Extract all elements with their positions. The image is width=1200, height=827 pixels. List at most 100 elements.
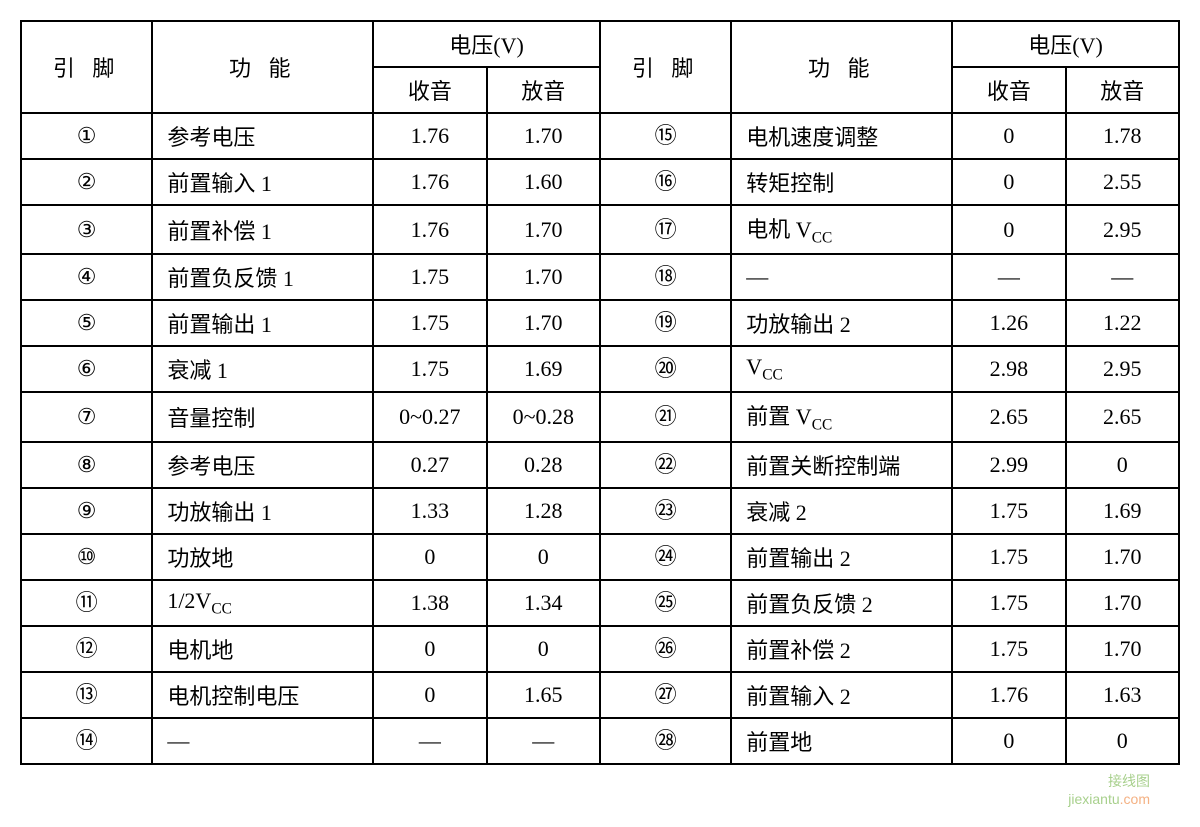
pin-cell: ⑩: [21, 534, 152, 580]
table-row: ③前置补偿 11.761.70⑰电机 VCC02.95: [21, 205, 1179, 254]
play-cell: 1.65: [487, 672, 600, 718]
rx-cell: 1.75: [952, 534, 1065, 580]
header-func-right: 功 能: [731, 21, 952, 113]
pin-cell: ⑥: [21, 346, 152, 392]
pin-cell: ㉑: [600, 392, 731, 441]
rx-cell: 2.98: [952, 346, 1065, 392]
play-cell: 1.34: [487, 580, 600, 626]
func-cell: 参考电压: [152, 442, 373, 488]
rx-cell: 0: [952, 205, 1065, 254]
rx-cell: 1.38: [373, 580, 486, 626]
func-cell: 转矩控制: [731, 159, 952, 205]
func-cell: 参考电压: [152, 113, 373, 159]
play-cell: 2.95: [1066, 346, 1179, 392]
func-cell: 前置输出 2: [731, 534, 952, 580]
table-row: ②前置输入 11.761.60⑯转矩控制02.55: [21, 159, 1179, 205]
play-cell: 1.70: [487, 205, 600, 254]
rx-cell: 1.75: [373, 300, 486, 346]
rx-cell: 1.75: [373, 254, 486, 300]
header-play-right: 放音: [1066, 67, 1179, 113]
pin-cell: ㉔: [600, 534, 731, 580]
play-cell: 1.70: [1066, 580, 1179, 626]
pin-cell: ③: [21, 205, 152, 254]
rx-cell: 0~0.27: [373, 392, 486, 441]
func-cell: 前置输入 1: [152, 159, 373, 205]
func-cell: —: [731, 254, 952, 300]
watermark: 接线图 jiexiantu.com: [20, 771, 1150, 807]
header-pin-left: 引 脚: [21, 21, 152, 113]
play-cell: —: [487, 718, 600, 764]
func-cell: 前置地: [731, 718, 952, 764]
func-cell: 前置 VCC: [731, 392, 952, 441]
pin-cell: ㉓: [600, 488, 731, 534]
play-cell: 0.28: [487, 442, 600, 488]
rx-cell: 1.75: [952, 488, 1065, 534]
func-cell: 1/2VCC: [152, 580, 373, 626]
pin-cell: ㉕: [600, 580, 731, 626]
play-cell: 1.70: [487, 113, 600, 159]
pin-cell: ①: [21, 113, 152, 159]
play-cell: 1.70: [487, 254, 600, 300]
rx-cell: —: [952, 254, 1065, 300]
rx-cell: 1.76: [373, 113, 486, 159]
rx-cell: 0: [373, 672, 486, 718]
pin-cell: ㉗: [600, 672, 731, 718]
func-cell: 前置关断控制端: [731, 442, 952, 488]
func-cell: 电机控制电压: [152, 672, 373, 718]
func-cell: 前置输出 1: [152, 300, 373, 346]
watermark-line1: 接线图: [20, 771, 1150, 791]
rx-cell: —: [373, 718, 486, 764]
table-body: ①参考电压1.761.70⑮电机速度调整01.78②前置输入 11.761.60…: [21, 113, 1179, 764]
func-cell: 前置输入 2: [731, 672, 952, 718]
play-cell: 1.22: [1066, 300, 1179, 346]
func-cell: 功放地: [152, 534, 373, 580]
func-cell: 功放输出 1: [152, 488, 373, 534]
func-cell: 衰减 1: [152, 346, 373, 392]
header-play-left: 放音: [487, 67, 600, 113]
pin-cell: ⑬: [21, 672, 152, 718]
pin-cell: ④: [21, 254, 152, 300]
pin-cell: ㉖: [600, 626, 731, 672]
table-row: ⑭———㉘前置地00: [21, 718, 1179, 764]
rx-cell: 0: [373, 534, 486, 580]
header-rx-left: 收音: [373, 67, 486, 113]
play-cell: 1.70: [1066, 534, 1179, 580]
rx-cell: 1.76: [373, 205, 486, 254]
play-cell: —: [1066, 254, 1179, 300]
rx-cell: 1.26: [952, 300, 1065, 346]
table-header: 引 脚 功 能 电压(V) 引 脚 功 能 电压(V) 收音 放音 收音 放音: [21, 21, 1179, 113]
table-row: ⑪1/2VCC1.381.34㉕前置负反馈 21.751.70: [21, 580, 1179, 626]
play-cell: 2.55: [1066, 159, 1179, 205]
func-cell: 电机速度调整: [731, 113, 952, 159]
pin-cell: ⑲: [600, 300, 731, 346]
play-cell: 0: [487, 534, 600, 580]
play-cell: 1.70: [487, 300, 600, 346]
rx-cell: 0: [952, 159, 1065, 205]
play-cell: 1.69: [1066, 488, 1179, 534]
func-cell: 音量控制: [152, 392, 373, 441]
func-cell: 前置补偿 1: [152, 205, 373, 254]
play-cell: 1.63: [1066, 672, 1179, 718]
table-row: ⑧参考电压0.270.28㉒前置关断控制端2.990: [21, 442, 1179, 488]
rx-cell: 1.76: [952, 672, 1065, 718]
func-cell: 功放输出 2: [731, 300, 952, 346]
rx-cell: 2.65: [952, 392, 1065, 441]
play-cell: 1.70: [1066, 626, 1179, 672]
pin-cell: ㉘: [600, 718, 731, 764]
func-cell: —: [152, 718, 373, 764]
table-row: ⑦音量控制0~0.270~0.28㉑前置 VCC2.652.65: [21, 392, 1179, 441]
play-cell: 1.60: [487, 159, 600, 205]
header-pin-right: 引 脚: [600, 21, 731, 113]
rx-cell: 1.33: [373, 488, 486, 534]
func-cell: 前置负反馈 2: [731, 580, 952, 626]
pin-cell: ⑫: [21, 626, 152, 672]
table-row: ⑤前置输出 11.751.70⑲功放输出 21.261.22: [21, 300, 1179, 346]
pin-cell: ⑰: [600, 205, 731, 254]
play-cell: 1.78: [1066, 113, 1179, 159]
play-cell: 0: [1066, 442, 1179, 488]
table-row: ⑨功放输出 11.331.28㉓衰减 21.751.69: [21, 488, 1179, 534]
table-row: ⑩功放地00㉔前置输出 21.751.70: [21, 534, 1179, 580]
header-voltage-right: 电压(V): [952, 21, 1179, 67]
func-cell: VCC: [731, 346, 952, 392]
pin-cell: ⑨: [21, 488, 152, 534]
